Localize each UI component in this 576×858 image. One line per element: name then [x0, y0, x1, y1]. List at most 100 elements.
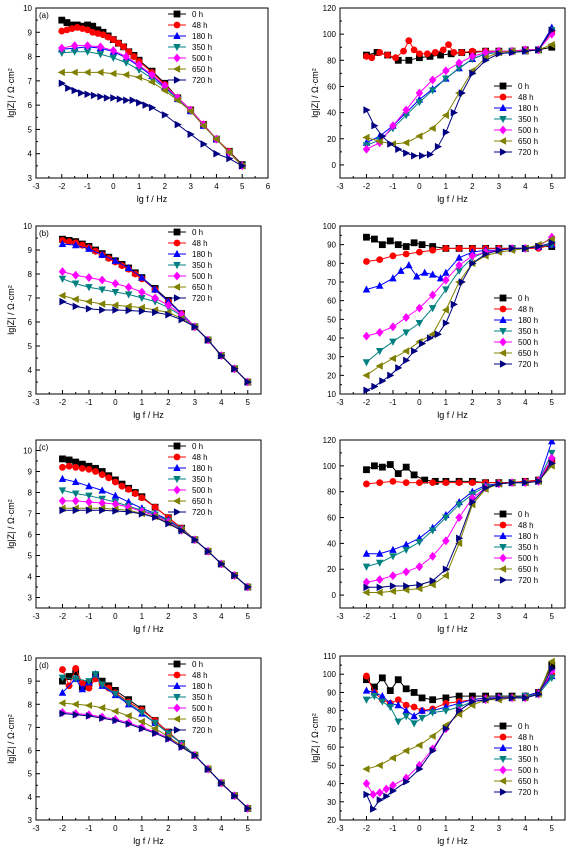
data-point [445, 41, 452, 49]
data-point [99, 506, 107, 515]
data-point [548, 239, 556, 247]
x-tick-label: 0 [417, 398, 422, 407]
data-point [469, 69, 477, 78]
legend-marker [499, 337, 507, 347]
legend-label: 180 h [192, 682, 212, 691]
data-point [410, 703, 418, 711]
data-point [455, 267, 463, 275]
legend-label: 350 h [518, 755, 538, 764]
data-point [434, 330, 443, 339]
data-point [402, 567, 410, 577]
data-point [111, 707, 119, 715]
legend-label: 720 h [192, 294, 212, 303]
x-tick-label: -1 [389, 824, 397, 833]
x-tick-label: 2 [163, 182, 168, 191]
data-point [161, 111, 169, 119]
data-point [428, 732, 436, 740]
chart-panel-3: -3 -2 -1 0 1 2 3 4 5 3 4 5 6 7 8 9 10 lg f / Hz lg|Z| / Ω·… [0, 216, 288, 433]
data-point [111, 279, 120, 289]
data-point [426, 334, 435, 342]
data-point [437, 51, 444, 59]
data-point [468, 47, 476, 55]
x-tick-label: -3 [336, 182, 344, 191]
data-point [200, 140, 208, 148]
data-point [131, 490, 139, 497]
data-point [124, 302, 132, 311]
data-point [394, 676, 402, 684]
legend-label: 500 h [192, 54, 212, 63]
data-point [411, 152, 419, 160]
data-point [199, 122, 207, 130]
data-point [402, 329, 410, 337]
data-point [84, 701, 93, 710]
data-point [439, 46, 447, 54]
y-tick-label: 6 [28, 531, 33, 540]
series-0h [59, 455, 252, 591]
legend-marker [499, 315, 507, 324]
data-point [429, 696, 437, 704]
y-tick-label: 5 [28, 125, 33, 134]
y-tick-label: 120 [323, 4, 337, 13]
data-point [371, 235, 378, 243]
data-point [363, 466, 370, 474]
legend-marker [172, 65, 181, 73]
data-point [63, 19, 71, 26]
data-point [415, 320, 424, 328]
data-point [375, 362, 383, 370]
legend-label: 650 h [192, 497, 212, 506]
legend-label: 500 h [518, 126, 538, 135]
data-point [97, 92, 105, 101]
legend-marker [499, 722, 507, 730]
data-point [225, 148, 233, 157]
data-point [98, 471, 106, 479]
legend-label: 0 h [192, 228, 203, 237]
data-point [389, 121, 397, 131]
data-point [85, 684, 93, 692]
series-720h [59, 506, 252, 591]
legend-marker [173, 249, 181, 258]
data-point [535, 690, 543, 699]
data-point [388, 754, 397, 762]
legend-label: 650 h [518, 777, 538, 786]
data-point [191, 536, 199, 544]
data-point [109, 36, 117, 43]
data-point [84, 297, 93, 306]
data-point [135, 73, 143, 81]
x-tick-label: -3 [32, 612, 40, 621]
legend-marker [173, 485, 181, 495]
x-tick-label: 2 [470, 182, 475, 191]
data-point [363, 258, 370, 265]
data-point [58, 27, 66, 35]
data-point [84, 26, 91, 34]
data-point [135, 66, 143, 75]
data-point [418, 152, 427, 160]
legend-label: 180 h [192, 250, 212, 259]
legend-label: 48 h [192, 21, 208, 30]
data-point [213, 149, 221, 158]
legend-marker [172, 497, 181, 505]
x-tick-label: 2 [470, 612, 475, 621]
y-tick-label: 8 [28, 270, 33, 279]
data-point [58, 43, 66, 53]
data-point [138, 273, 146, 281]
series-line [62, 673, 249, 809]
y-axis-label: lg|Z| / Ω·cm² [310, 68, 320, 117]
data-point [58, 267, 67, 277]
data-point [59, 297, 67, 306]
x-tick-label: 3 [497, 182, 502, 191]
data-point [68, 25, 76, 33]
x-tick-label: 1 [444, 612, 449, 621]
x-tick-label: 1 [140, 824, 145, 833]
y-tick-label: 110 [323, 652, 336, 661]
data-point [85, 506, 94, 515]
data-point [362, 686, 371, 694]
data-point [135, 60, 143, 70]
x-tick-label: 1 [444, 182, 449, 191]
chart-panel-6: -3 -2 -1 0 1 2 3 4 5 0 20 40 60 80 100 120 lg f / Hz 0 h 4… [288, 430, 576, 647]
data-point [402, 243, 410, 250]
legend-marker [499, 82, 507, 90]
y-tick-label: 80 [327, 56, 336, 65]
data-point [152, 308, 160, 317]
data-point [244, 378, 252, 386]
data-point [58, 674, 67, 682]
